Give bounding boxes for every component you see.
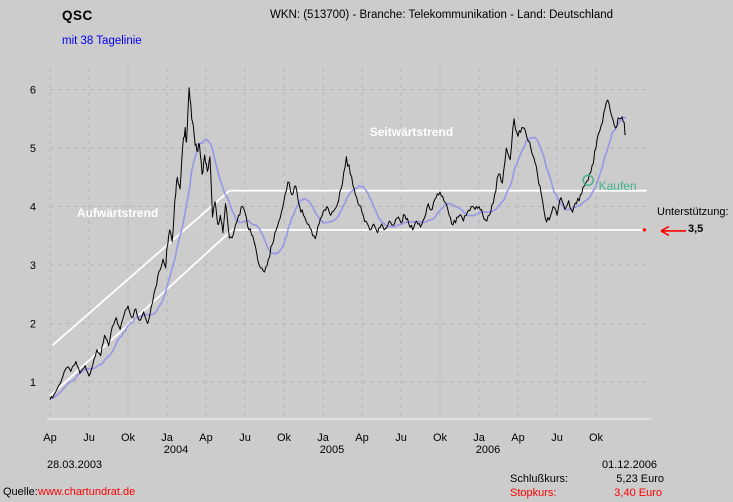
x-axis-tick-label: Ap [355, 432, 368, 444]
trendline [52, 190, 230, 346]
close-price-label: Schlußkurs: [510, 473, 569, 485]
buy-marker-circle [582, 174, 594, 186]
source-link[interactable]: www.chartundrat.de [38, 486, 136, 498]
stop-price-value: 3,40 Euro [614, 487, 662, 499]
chart-end-date: 01.12.2006 [602, 459, 658, 471]
x-axis-tick-label: Ok [433, 432, 448, 444]
x-axis-tick-label: Ok [121, 432, 136, 444]
x-axis-year-label: 2005 [320, 444, 344, 456]
x-axis-tick-label: Ap [511, 432, 524, 444]
y-axis-tick-label: 6 [30, 85, 36, 97]
annotation-trend-label: Aufwärtstrend [77, 206, 158, 220]
close-price-value: 5,23 Euro [616, 473, 664, 485]
instrument-info: WKN: (513700) - Branche: Telekommunikati… [270, 9, 614, 21]
x-axis-tick-label: Ja [473, 432, 486, 444]
page-title: QSC [62, 8, 93, 23]
price-line [49, 87, 626, 400]
x-axis-tick-label: Ja [317, 432, 330, 444]
y-axis-tick-label: 2 [30, 319, 36, 331]
y-axis-tick-label: 4 [30, 202, 36, 214]
x-axis-tick-label: Ju [551, 432, 563, 444]
y-axis-tick-label: 3 [30, 260, 36, 272]
chart-start-date: 28.03.2003 [47, 459, 103, 471]
moving-average-line [49, 116, 627, 401]
support-callout-value: 3,5 [688, 223, 704, 235]
support-arrow-icon [660, 225, 686, 237]
ma-subtitle: mit 38 Tagelinie [62, 35, 142, 47]
y-axis-tick-label: 1 [30, 377, 36, 389]
x-axis-tick-label: Ja [161, 432, 174, 444]
x-axis-tick-label: Ju [239, 432, 251, 444]
x-axis-tick-label: Ap [199, 432, 212, 444]
source-label: Quelle: [3, 486, 38, 498]
support-end-dot [642, 228, 647, 232]
x-axis-tick-label: Ok [277, 432, 292, 444]
x-axis-tick-label: Ju [395, 432, 407, 444]
x-axis-tick-label: Ap [43, 432, 56, 444]
x-axis-year-label: 2006 [476, 444, 500, 456]
y-axis-tick-label: 5 [30, 143, 36, 155]
trendline [49, 228, 234, 397]
x-axis-tick-label: Ju [83, 432, 95, 444]
stop-price-label: Stopkurs: [510, 487, 557, 499]
x-axis-tick-label: Ok [589, 432, 604, 444]
support-callout-label: Unterstützung: [657, 206, 729, 218]
annotation-buy-label: Kaufen [599, 179, 637, 193]
annotation-trend-label: Seitwärtstrend [370, 125, 453, 139]
x-axis-year-label: 2004 [164, 444, 188, 456]
